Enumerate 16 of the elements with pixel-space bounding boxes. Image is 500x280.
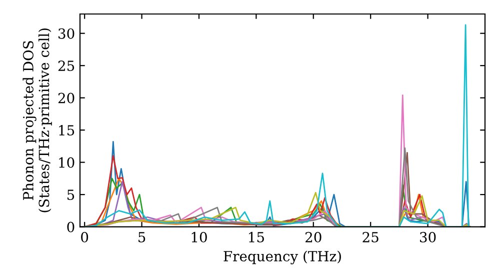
x-tick-label: 20 (305, 232, 322, 242)
x-tick-label: 10 (192, 232, 207, 242)
x-tick-label: 15 (249, 232, 264, 242)
y-tick-label: 0 (67, 222, 74, 232)
y-tick-label: 20 (58, 92, 74, 104)
y-tick-label: 25 (58, 60, 74, 72)
y-tick-label: 15 (59, 125, 74, 136)
x-tick-label: 0 (81, 232, 88, 242)
y-tick-label: 5 (67, 190, 74, 200)
y-axis-title: Phonon projected DOS (States/THz·primitive cell) (22, 28, 52, 212)
y-tick-label: 30 (58, 28, 74, 39)
x-tick-label: 30 (420, 232, 436, 242)
x-axis-title: Frequency (THz) (224, 250, 341, 264)
y-tick-label: 10 (59, 157, 74, 168)
x-tick-label: 25 (362, 232, 378, 242)
x-tick-label: 5 (138, 232, 146, 242)
